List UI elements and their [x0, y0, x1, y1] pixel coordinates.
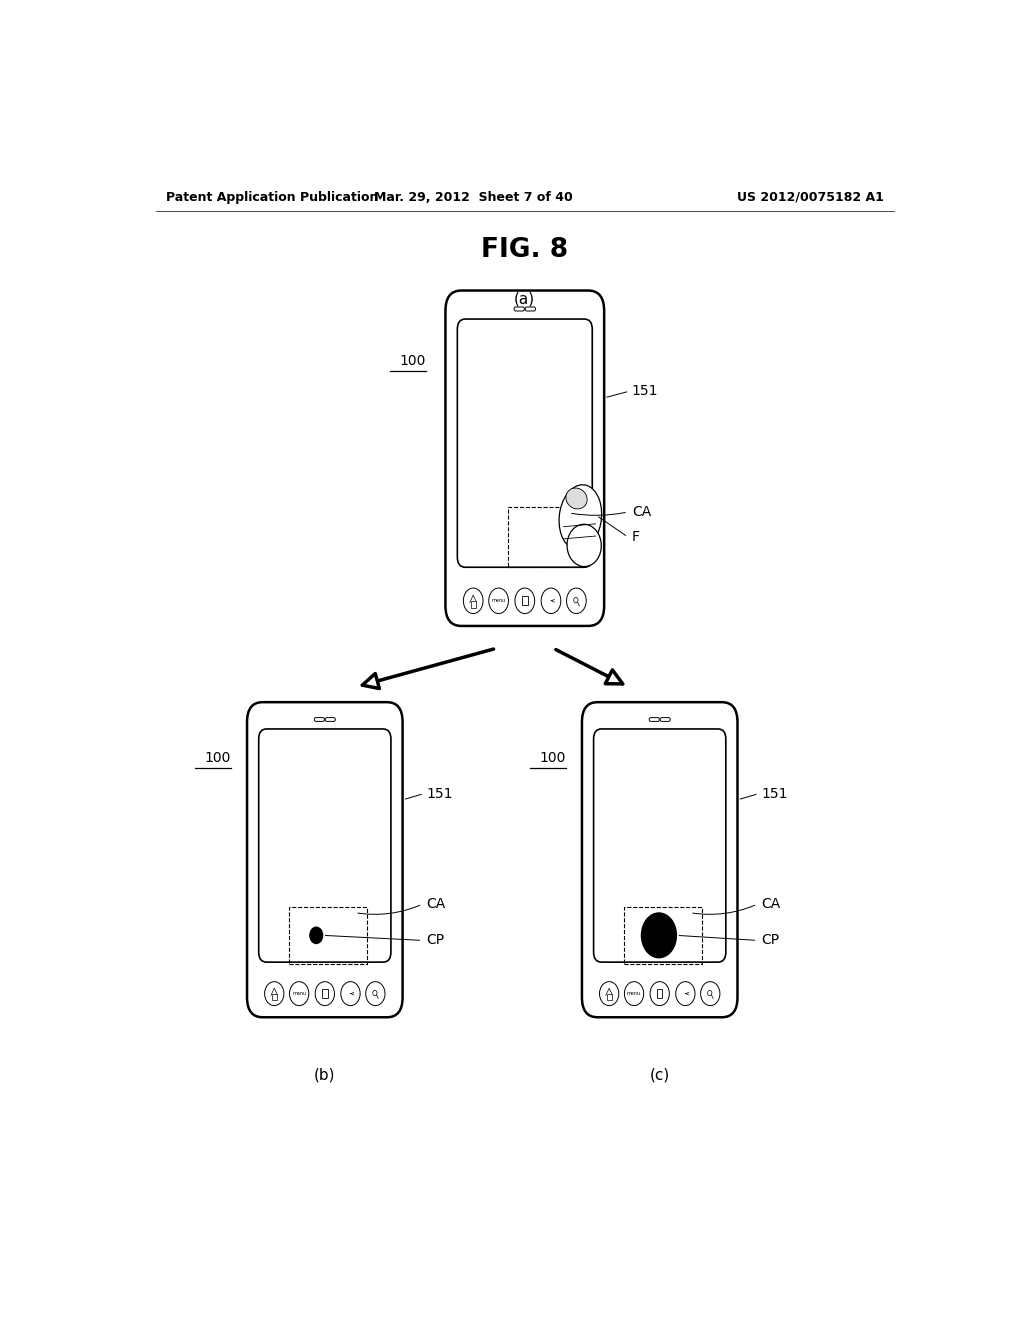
FancyBboxPatch shape — [649, 718, 659, 722]
FancyBboxPatch shape — [259, 729, 391, 962]
FancyBboxPatch shape — [657, 990, 663, 998]
FancyBboxPatch shape — [607, 994, 611, 1001]
Text: Mar. 29, 2012  Sheet 7 of 40: Mar. 29, 2012 Sheet 7 of 40 — [374, 190, 572, 203]
Text: Patent Application Publication: Patent Application Publication — [166, 190, 379, 203]
FancyBboxPatch shape — [522, 597, 527, 606]
Text: CA: CA — [426, 898, 445, 911]
Text: 151: 151 — [761, 787, 787, 800]
Circle shape — [641, 913, 677, 958]
Ellipse shape — [567, 524, 601, 566]
Ellipse shape — [341, 982, 360, 1006]
Text: 100: 100 — [540, 751, 566, 766]
Ellipse shape — [559, 484, 602, 549]
Bar — [624, 907, 701, 964]
Bar — [508, 507, 580, 568]
Ellipse shape — [599, 982, 618, 1006]
Text: menu: menu — [292, 991, 306, 997]
FancyBboxPatch shape — [525, 308, 536, 312]
Ellipse shape — [264, 982, 284, 1006]
Text: CA: CA — [761, 898, 780, 911]
FancyBboxPatch shape — [314, 718, 325, 722]
Bar — [289, 907, 367, 964]
Text: CP: CP — [761, 933, 779, 948]
Ellipse shape — [515, 587, 535, 614]
FancyBboxPatch shape — [594, 729, 726, 962]
Ellipse shape — [566, 587, 586, 614]
Text: US 2012/0075182 A1: US 2012/0075182 A1 — [736, 190, 884, 203]
FancyBboxPatch shape — [247, 702, 402, 1018]
FancyBboxPatch shape — [458, 319, 592, 568]
Ellipse shape — [464, 587, 483, 614]
Ellipse shape — [366, 982, 385, 1006]
Text: 151: 151 — [426, 787, 453, 800]
Text: menu: menu — [627, 991, 641, 997]
Text: CA: CA — [632, 506, 651, 519]
Text: (b): (b) — [314, 1068, 336, 1082]
Text: 100: 100 — [205, 751, 231, 766]
FancyBboxPatch shape — [471, 601, 476, 607]
Ellipse shape — [676, 982, 695, 1006]
Text: FIG. 8: FIG. 8 — [481, 236, 568, 263]
Ellipse shape — [315, 982, 335, 1006]
Text: CP: CP — [426, 933, 444, 948]
FancyBboxPatch shape — [323, 990, 328, 998]
Text: 100: 100 — [399, 354, 426, 368]
Text: F: F — [632, 531, 640, 544]
FancyBboxPatch shape — [445, 290, 604, 626]
FancyBboxPatch shape — [326, 718, 335, 722]
Ellipse shape — [488, 587, 509, 614]
FancyBboxPatch shape — [271, 994, 276, 1001]
Ellipse shape — [650, 982, 670, 1006]
FancyBboxPatch shape — [582, 702, 737, 1018]
Text: 151: 151 — [632, 384, 658, 399]
Ellipse shape — [625, 982, 644, 1006]
Ellipse shape — [541, 587, 561, 614]
Text: (c): (c) — [649, 1068, 670, 1082]
FancyBboxPatch shape — [660, 718, 671, 722]
Ellipse shape — [290, 982, 309, 1006]
Circle shape — [310, 927, 323, 944]
Ellipse shape — [700, 982, 720, 1006]
Text: (a): (a) — [514, 292, 536, 306]
Text: menu: menu — [492, 598, 506, 603]
FancyBboxPatch shape — [514, 308, 524, 312]
Ellipse shape — [566, 488, 587, 510]
